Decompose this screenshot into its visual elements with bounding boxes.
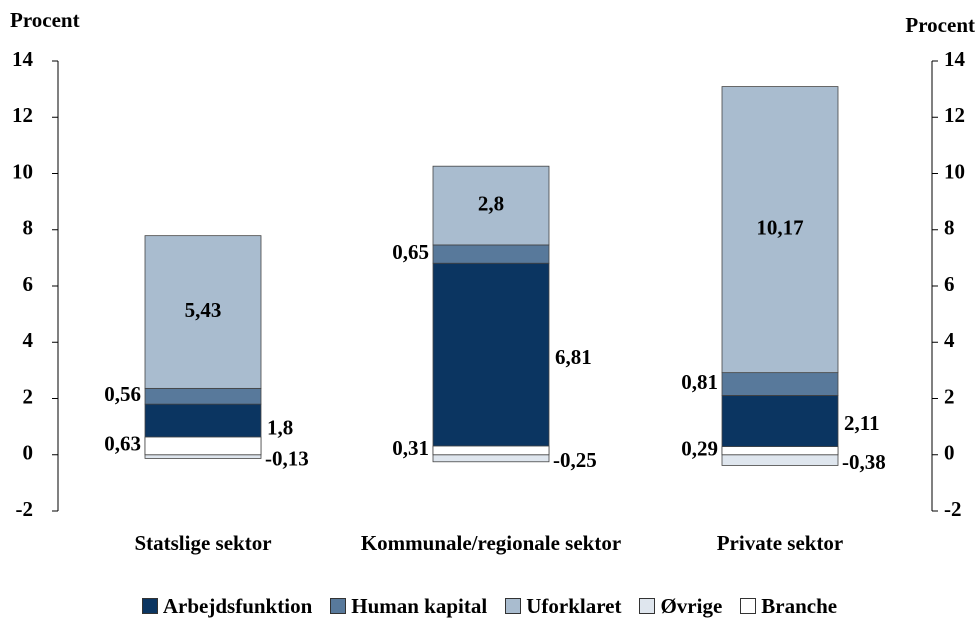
bar-segment xyxy=(144,235,262,389)
data-label: 6,81 xyxy=(555,345,592,369)
x-tick-label: Private sektor xyxy=(716,531,844,555)
legend-swatch xyxy=(505,598,522,614)
y2-tick-label: 12 xyxy=(944,103,965,127)
x-tick-label-box: Private sektor xyxy=(716,531,844,555)
x-tick-label: Statslige sektor xyxy=(134,531,272,555)
y-tick-label: 4 xyxy=(23,328,34,352)
bar-segment xyxy=(432,165,550,246)
x-tick-label-box: Kommunale/regionale sektor xyxy=(360,531,622,555)
data-label: -0,25 xyxy=(553,448,597,472)
y2-tick-label: 14 xyxy=(944,47,966,71)
legend-item: Øvrige xyxy=(639,594,722,619)
legend-swatch xyxy=(740,598,757,614)
y-tick-label: 0 xyxy=(23,441,34,465)
legend-item: Arbejdsfunktion xyxy=(141,594,313,619)
bar-segment xyxy=(144,454,262,459)
bar-segment xyxy=(144,436,262,456)
y-axis-title: Procent xyxy=(10,8,80,32)
data-label: 0,63 xyxy=(104,432,141,456)
data-label: 2,8 xyxy=(478,191,504,215)
x-tick-label-box: Statslige sektor xyxy=(134,531,272,555)
data-label: 2,11 xyxy=(844,411,880,435)
data-label: -0,13 xyxy=(265,446,309,470)
legend-label: Uforklaret xyxy=(526,594,622,618)
legend-swatch xyxy=(141,598,158,614)
bar-segment xyxy=(721,446,839,456)
y-tick-label: 8 xyxy=(23,216,34,240)
legend-label: Human kapital xyxy=(351,594,488,618)
bar-segment xyxy=(721,372,839,396)
bar-segment xyxy=(432,454,550,463)
legend-item: Uforklaret xyxy=(505,594,621,619)
data-label: 5,43 xyxy=(185,298,222,322)
legend-item: Branche xyxy=(740,594,837,619)
bar-segment xyxy=(432,262,550,456)
x-tick-label: Kommunale/regionale sektor xyxy=(360,531,622,555)
chart: Procent Procent -2 0 2 4 6 8 10 12 14 -2 0 2 4 6 8 10 12… xyxy=(10,8,975,555)
bar-segment xyxy=(144,387,262,405)
legend-item: Human kapital xyxy=(330,594,487,619)
legend-swatch xyxy=(639,598,656,614)
bar-segment xyxy=(432,244,550,264)
y-tick-label: 10 xyxy=(12,159,33,183)
bar-segment xyxy=(721,454,839,466)
legend-label: Branche xyxy=(761,594,838,618)
legend: Arbejdsfunktion Human kapital Uforklaret Øv… xyxy=(0,594,979,619)
legend-label: Øvrige xyxy=(660,594,723,618)
data-label: -0,38 xyxy=(842,450,886,474)
y2-tick-label: 4 xyxy=(944,328,955,352)
y2-tick-label: 6 xyxy=(944,272,955,296)
y2-tick-label: 8 xyxy=(944,216,955,240)
y2-tick-label: -2 xyxy=(944,497,962,521)
legend-swatch xyxy=(330,598,347,614)
data-label: 0,29 xyxy=(681,436,718,460)
y-tick-label: 14 xyxy=(12,47,34,71)
legend-label: Arbejdsfunktion xyxy=(162,594,313,618)
y2-tick-label: 0 xyxy=(944,441,955,465)
y-tick-label: -2 xyxy=(16,497,34,521)
y2-tick-label: 2 xyxy=(944,384,955,408)
bar-segment xyxy=(721,395,839,456)
data-label: 0,65 xyxy=(392,240,429,264)
y-tick-label: 6 xyxy=(23,272,34,296)
y-tick-label: 2 xyxy=(23,384,34,408)
data-label: 10,17 xyxy=(756,215,803,239)
data-label: 0,31 xyxy=(392,436,429,460)
y2-axis-title: Procent xyxy=(905,13,975,37)
y-tick-label: 12 xyxy=(12,103,33,127)
bar-segment xyxy=(721,86,839,374)
data-label: 1,8 xyxy=(267,415,293,439)
y2-tick-label: 10 xyxy=(944,159,965,183)
data-label: 0,56 xyxy=(104,382,141,406)
data-label: 0,81 xyxy=(681,370,718,394)
bar-segment xyxy=(432,445,550,456)
